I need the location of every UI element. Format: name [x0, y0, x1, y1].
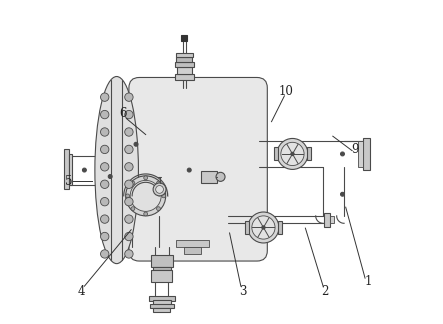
- Bar: [176, 240, 209, 248]
- Bar: [153, 308, 170, 312]
- Circle shape: [125, 145, 133, 154]
- Circle shape: [262, 226, 265, 229]
- Circle shape: [341, 152, 344, 156]
- Circle shape: [101, 145, 109, 154]
- Bar: [176, 52, 193, 56]
- Bar: [153, 267, 171, 270]
- Circle shape: [126, 176, 166, 216]
- Bar: [324, 213, 330, 226]
- Text: 10: 10: [279, 85, 293, 98]
- Circle shape: [153, 183, 166, 196]
- Bar: [176, 56, 192, 62]
- Text: 2: 2: [321, 284, 328, 297]
- Bar: [363, 138, 370, 170]
- Bar: [358, 141, 363, 167]
- Text: 1: 1: [365, 275, 372, 288]
- Circle shape: [125, 232, 133, 241]
- Bar: [175, 74, 194, 80]
- Circle shape: [101, 93, 109, 101]
- Circle shape: [101, 232, 109, 241]
- FancyBboxPatch shape: [129, 77, 267, 261]
- Bar: [330, 216, 334, 223]
- Circle shape: [125, 93, 133, 101]
- Bar: [149, 296, 175, 301]
- Circle shape: [156, 207, 160, 211]
- Circle shape: [101, 215, 109, 223]
- Circle shape: [162, 194, 166, 198]
- Circle shape: [125, 215, 133, 223]
- Bar: [278, 221, 282, 234]
- Circle shape: [101, 180, 109, 189]
- Circle shape: [101, 163, 109, 171]
- Bar: [245, 221, 249, 234]
- Circle shape: [130, 180, 161, 211]
- Circle shape: [126, 194, 129, 198]
- Bar: [274, 147, 278, 160]
- Circle shape: [125, 163, 133, 171]
- Bar: [201, 171, 218, 183]
- Circle shape: [291, 152, 294, 156]
- Circle shape: [216, 172, 225, 181]
- Bar: [153, 300, 171, 305]
- Bar: [150, 304, 174, 308]
- Circle shape: [134, 142, 138, 146]
- Bar: [64, 149, 69, 190]
- Circle shape: [125, 180, 133, 189]
- Circle shape: [155, 186, 163, 193]
- Circle shape: [125, 110, 133, 119]
- Bar: [307, 147, 311, 160]
- Circle shape: [248, 212, 279, 243]
- Circle shape: [252, 216, 275, 239]
- Circle shape: [125, 250, 133, 258]
- Circle shape: [125, 128, 133, 136]
- Circle shape: [341, 192, 344, 196]
- Circle shape: [277, 138, 308, 169]
- Circle shape: [108, 175, 112, 179]
- Circle shape: [101, 198, 109, 206]
- Bar: [175, 62, 194, 67]
- Ellipse shape: [95, 76, 138, 264]
- Circle shape: [125, 198, 133, 206]
- Text: 9: 9: [352, 143, 359, 156]
- Text: 3: 3: [239, 284, 246, 297]
- Circle shape: [187, 168, 191, 172]
- Bar: [177, 67, 192, 74]
- Circle shape: [131, 207, 135, 211]
- Text: 5: 5: [65, 175, 72, 188]
- Bar: [152, 270, 172, 282]
- Bar: [151, 255, 173, 268]
- Bar: [182, 35, 187, 41]
- Circle shape: [281, 142, 304, 166]
- Circle shape: [101, 128, 109, 136]
- Circle shape: [101, 250, 109, 258]
- Bar: [184, 247, 201, 254]
- Text: 6: 6: [119, 107, 127, 120]
- Circle shape: [156, 181, 160, 185]
- Circle shape: [144, 176, 148, 180]
- Bar: [69, 154, 73, 185]
- Circle shape: [82, 168, 86, 172]
- Circle shape: [101, 110, 109, 119]
- Text: 4: 4: [78, 284, 85, 297]
- Circle shape: [144, 212, 148, 216]
- Circle shape: [131, 181, 135, 185]
